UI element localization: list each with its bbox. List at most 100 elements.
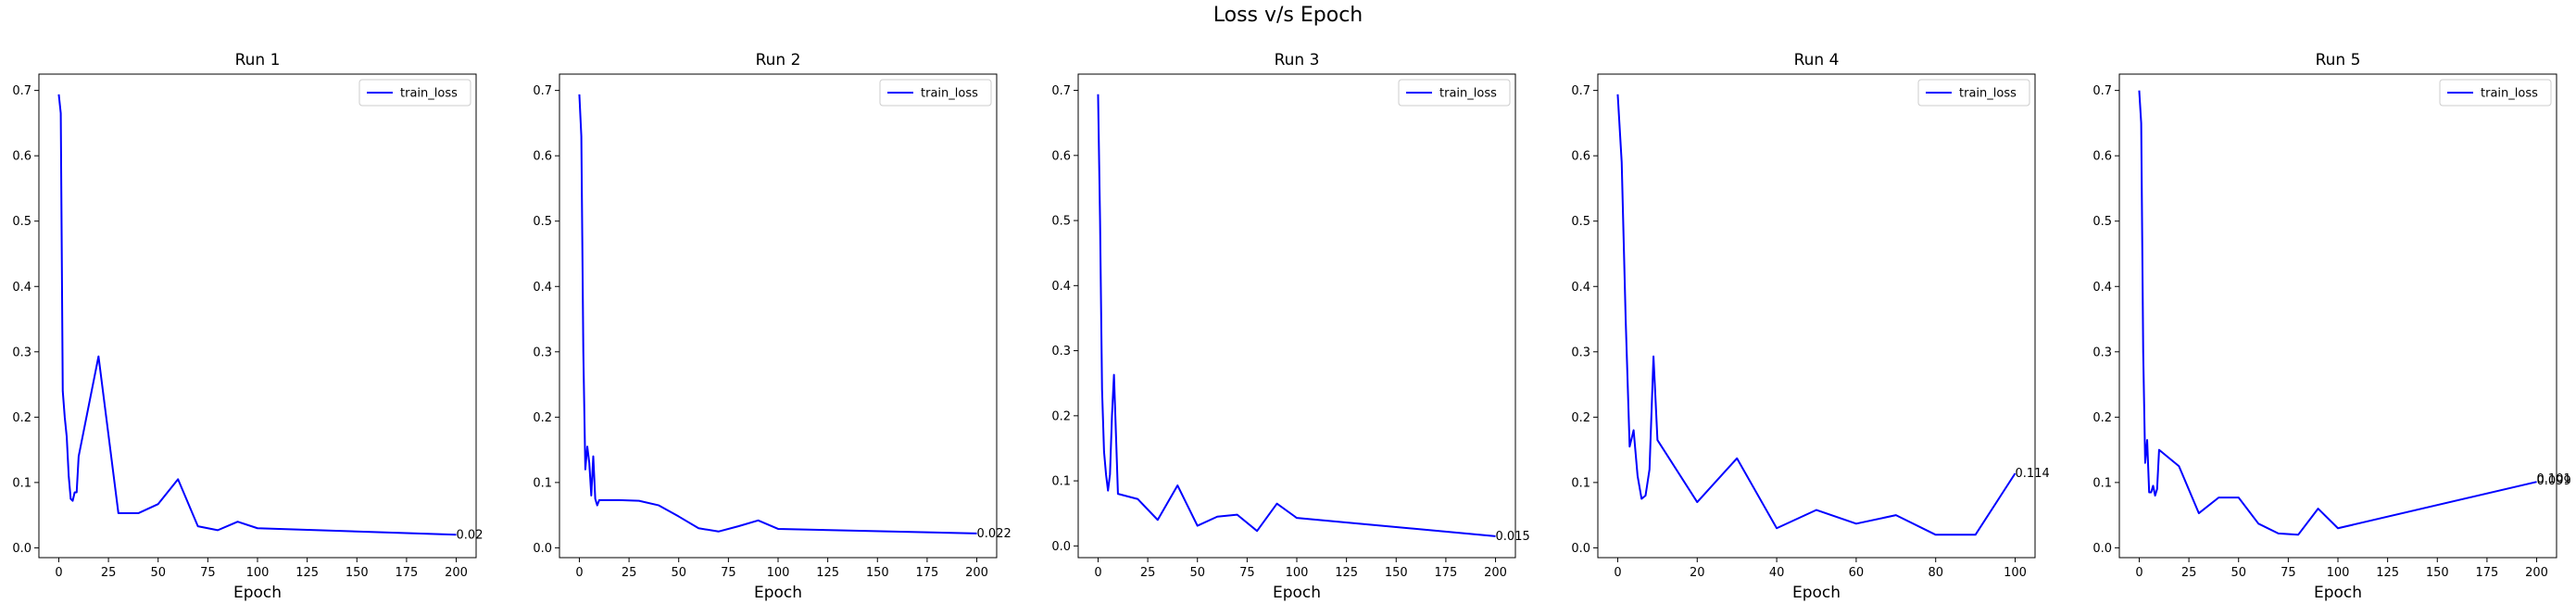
x-tick-label: 0 xyxy=(575,566,583,580)
plot-frame xyxy=(1597,73,2036,559)
x-tick-label: 75 xyxy=(1239,566,1255,580)
legend-label: train_loss xyxy=(400,87,458,101)
x-tick-label: 20 xyxy=(1690,566,1705,580)
y-tick-label: 0.4 xyxy=(2092,281,2112,295)
end-value-label: 0.099 xyxy=(2537,474,2571,488)
y-tick-label: 0.0 xyxy=(1571,542,1590,556)
x-tick-label: 150 xyxy=(346,566,369,580)
x-axis-label: Epoch xyxy=(1792,584,1841,602)
y-tick-label: 0.3 xyxy=(533,346,552,359)
x-tick-label: 50 xyxy=(671,566,686,580)
y-tick-label: 0.0 xyxy=(12,542,31,556)
x-axis-label: Epoch xyxy=(2314,584,2362,602)
y-tick-label: 0.7 xyxy=(1571,84,1590,98)
x-tick-label: 0 xyxy=(2135,566,2142,580)
x-tick-label: 0 xyxy=(55,566,62,580)
x-tick-label: 100 xyxy=(2327,566,2350,580)
y-tick-label: 0.4 xyxy=(1571,281,1590,295)
x-tick-label: 60 xyxy=(1849,566,1865,580)
panel-title: Run 3 xyxy=(1275,51,1320,69)
y-tick-label: 0.4 xyxy=(1051,280,1071,294)
x-tick-label: 80 xyxy=(1928,566,1943,580)
legend-label: train_loss xyxy=(921,87,978,101)
x-tick-label: 25 xyxy=(1140,566,1156,580)
y-tick-label: 0.6 xyxy=(2092,150,2112,164)
chart-panel-run-3: Run 3 0 25 50 75 100 125 150 175 200 0.0 0.1 0.2 0.3 0… xyxy=(1051,51,1530,602)
x-tick-label: 175 xyxy=(2475,566,2498,580)
y-tick-label: 0.3 xyxy=(2092,346,2112,359)
x-tick-label: 50 xyxy=(150,566,166,580)
legend-box xyxy=(358,79,471,107)
x-axis-label: Epoch xyxy=(233,584,282,602)
x-tick-label: 75 xyxy=(721,566,736,580)
panel-title: Run 5 xyxy=(2316,51,2361,69)
x-tick-label: 0 xyxy=(1094,566,1101,580)
y-tick-label: 0.5 xyxy=(1051,215,1071,229)
y-tick-label: 0.7 xyxy=(2092,84,2112,98)
x-tick-label: 175 xyxy=(915,566,938,580)
y-tick-label: 0.1 xyxy=(1051,475,1071,489)
end-value-label: 0.02 xyxy=(457,528,484,542)
x-tick-label: 100 xyxy=(1286,566,1309,580)
x-tick-label: 125 xyxy=(1335,566,1358,580)
y-tick-label: 0.7 xyxy=(12,84,31,98)
y-tick-label: 0.0 xyxy=(1051,540,1071,554)
y-tick-label: 0.6 xyxy=(12,150,31,164)
y-tick-label: 0.5 xyxy=(12,215,31,229)
plot-frame xyxy=(2118,73,2557,559)
plot-frame xyxy=(1077,73,1516,559)
figure-title: Loss v/s Epoch xyxy=(1213,4,1363,27)
x-tick-label: 200 xyxy=(2525,566,2548,580)
x-tick-label: 125 xyxy=(816,566,839,580)
chart-panel-run-5: Run 5 0 25 50 75 100 125 150 175 200 0.0 0.1 0.2 0.3 0… xyxy=(2092,51,2571,602)
end-value-label: 0.114 xyxy=(2016,467,2050,481)
y-tick-label: 0.2 xyxy=(533,411,552,425)
chart-panel-run-2: Run 2 0 25 50 75 100 125 150 175 200 0.0 0.1 0.2 0.3 0… xyxy=(533,51,1011,602)
x-tick-label: 25 xyxy=(622,566,637,580)
panel-title: Run 4 xyxy=(1794,51,1840,69)
x-tick-label: 175 xyxy=(1434,566,1457,580)
end-value-label: 0.015 xyxy=(1496,530,1530,544)
y-tick-label: 0.5 xyxy=(1571,215,1590,229)
x-tick-label: 200 xyxy=(965,566,988,580)
y-tick-label: 0.7 xyxy=(533,84,552,98)
end-value-label: 0.101 xyxy=(2537,472,2571,486)
x-axis-label: Epoch xyxy=(1273,584,1321,602)
y-tick-label: 0.4 xyxy=(533,281,552,295)
y-tick-label: 0.1 xyxy=(2092,476,2112,490)
x-tick-label: 150 xyxy=(866,566,889,580)
y-tick-label: 0.3 xyxy=(1571,346,1590,359)
y-tick-label: 0.6 xyxy=(1051,149,1071,163)
legend-label: train_loss xyxy=(1439,87,1497,101)
y-tick-label: 0.4 xyxy=(12,281,31,295)
legend-box xyxy=(879,79,992,107)
y-tick-label: 0.5 xyxy=(533,215,552,229)
y-tick-label: 0.2 xyxy=(1571,411,1590,425)
x-tick-label: 100 xyxy=(2004,566,2027,580)
x-tick-label: 40 xyxy=(1769,566,1785,580)
y-tick-label: 0.3 xyxy=(12,346,31,359)
x-axis-label: Epoch xyxy=(754,584,802,602)
series-line-train_loss xyxy=(578,94,977,534)
legend-label: train_loss xyxy=(2481,87,2538,101)
x-tick-label: 175 xyxy=(395,566,418,580)
y-tick-label: 0.2 xyxy=(2092,411,2112,425)
x-tick-label: 25 xyxy=(101,566,117,580)
x-tick-label: 100 xyxy=(767,566,790,580)
x-tick-label: 0 xyxy=(1614,566,1621,580)
chart-panel-run-1: Run 1 0 25 50 75 100 125 150 175 200 0.0 0.1 0.2 0.3 0… xyxy=(12,51,484,602)
x-tick-label: 100 xyxy=(246,566,270,580)
y-tick-label: 0.1 xyxy=(533,476,552,490)
y-tick-label: 0.7 xyxy=(1051,84,1071,98)
panel-title: Run 1 xyxy=(235,51,281,69)
x-tick-label: 200 xyxy=(1484,566,1507,580)
series-line-train_loss xyxy=(57,94,457,536)
plot-frame xyxy=(38,73,477,559)
legend-label: train_loss xyxy=(1959,87,2017,101)
x-tick-label: 150 xyxy=(1385,566,1408,580)
x-tick-label: 125 xyxy=(295,566,319,580)
y-tick-label: 0.6 xyxy=(533,150,552,164)
x-tick-label: 75 xyxy=(2281,566,2296,580)
x-tick-label: 125 xyxy=(2376,566,2399,580)
legend-box xyxy=(1398,79,1511,107)
